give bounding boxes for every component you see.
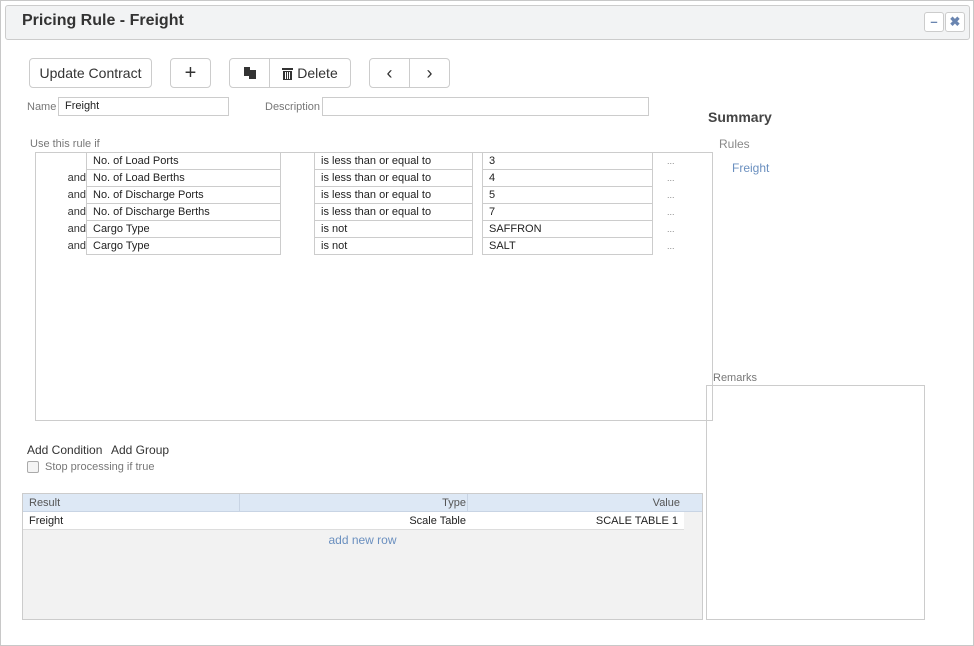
stop-processing-checkbox[interactable] bbox=[27, 461, 39, 473]
window-header bbox=[5, 5, 970, 40]
stop-processing-label: Stop processing if true bbox=[45, 461, 155, 473]
close-button[interactable]: ✖ bbox=[945, 12, 965, 32]
table-row[interactable]: Freight Scale Table SCALE TABLE 1 bbox=[23, 512, 684, 530]
window-title: Pricing Rule - Freight bbox=[22, 12, 184, 29]
condition-field[interactable]: Cargo Type bbox=[86, 237, 281, 255]
update-contract-button[interactable]: Update Contract bbox=[29, 58, 152, 88]
conjunction: and bbox=[67, 240, 86, 252]
next-button[interactable]: › bbox=[410, 59, 449, 87]
name-label: Name bbox=[27, 101, 57, 113]
type-cell: Scale Table bbox=[409, 515, 466, 527]
result-cell: Freight bbox=[29, 515, 64, 527]
add-button[interactable]: + bbox=[170, 58, 211, 88]
condition-operator[interactable]: is less than or equal to bbox=[314, 186, 473, 204]
delete-label: Delete bbox=[297, 65, 338, 81]
copy-button[interactable] bbox=[230, 59, 270, 87]
condition-operator[interactable]: is not bbox=[314, 237, 473, 255]
minimize-button[interactable]: – bbox=[924, 12, 944, 32]
conjunction: and bbox=[67, 223, 86, 235]
col-header-type[interactable]: Type bbox=[442, 497, 466, 509]
condition-value[interactable]: 7 bbox=[482, 203, 653, 221]
conjunction: and bbox=[67, 172, 86, 184]
condition-value[interactable]: 3 bbox=[482, 152, 653, 170]
results-grid: Result Type Value Freight Scale Table SC… bbox=[22, 493, 703, 620]
copy-delete-group: Delete bbox=[229, 58, 351, 88]
condition-field[interactable]: No. of Discharge Ports bbox=[86, 186, 281, 204]
remarks-textarea[interactable] bbox=[706, 385, 925, 620]
nav-group: ‹ › bbox=[369, 58, 450, 88]
description-label: Description bbox=[265, 101, 321, 113]
prev-button[interactable]: ‹ bbox=[370, 59, 410, 87]
add-condition-link[interactable]: Add Condition bbox=[27, 443, 103, 457]
delete-button[interactable]: Delete bbox=[270, 59, 350, 87]
condition-more-button[interactable]: ... bbox=[667, 190, 675, 200]
condition-field[interactable]: No. of Load Ports bbox=[86, 152, 281, 170]
rules-label: Rules bbox=[719, 137, 750, 151]
condition-operator[interactable]: is not bbox=[314, 220, 473, 238]
name-input[interactable]: Freight bbox=[58, 97, 229, 116]
condition-value[interactable]: SAFFRON bbox=[482, 220, 653, 238]
condition-more-button[interactable]: ... bbox=[667, 241, 675, 251]
add-new-row-link[interactable]: add new row bbox=[328, 533, 397, 547]
condition-field[interactable]: No. of Discharge Berths bbox=[86, 203, 281, 221]
conditions-label: Use this rule if bbox=[30, 138, 100, 150]
chevron-right-icon: › bbox=[426, 62, 433, 83]
conjunction: and bbox=[67, 206, 86, 218]
condition-value[interactable]: 4 bbox=[482, 169, 653, 187]
copy-icon bbox=[243, 67, 256, 79]
col-header-value[interactable]: Value bbox=[652, 497, 680, 509]
condition-value[interactable]: SALT bbox=[482, 237, 653, 255]
summary-title: Summary bbox=[708, 109, 772, 125]
trash-icon bbox=[282, 67, 294, 80]
value-cell: SCALE TABLE 1 bbox=[595, 515, 678, 527]
condition-more-button[interactable]: ... bbox=[667, 173, 675, 183]
condition-field[interactable]: Cargo Type bbox=[86, 220, 281, 238]
condition-operator[interactable]: is less than or equal to bbox=[314, 152, 473, 170]
condition-more-button[interactable]: ... bbox=[667, 207, 675, 217]
remarks-label: Remarks bbox=[713, 372, 758, 384]
plus-icon: + bbox=[184, 61, 197, 84]
close-icon: ✖ bbox=[949, 14, 961, 29]
chevron-left-icon: ‹ bbox=[386, 62, 393, 83]
condition-operator[interactable]: is less than or equal to bbox=[314, 203, 473, 221]
condition-more-button[interactable]: ... bbox=[667, 224, 675, 234]
condition-field[interactable]: No. of Load Berths bbox=[86, 169, 281, 187]
minus-icon: – bbox=[930, 14, 938, 29]
add-group-link[interactable]: Add Group bbox=[111, 443, 170, 457]
summary-rule-link[interactable]: Freight bbox=[732, 161, 770, 175]
condition-value[interactable]: 5 bbox=[482, 186, 653, 204]
col-header-result[interactable]: Result bbox=[29, 497, 61, 509]
condition-more-button[interactable]: ... bbox=[667, 156, 675, 166]
description-input[interactable] bbox=[322, 97, 649, 116]
condition-operator[interactable]: is less than or equal to bbox=[314, 169, 473, 187]
conjunction: and bbox=[67, 189, 86, 201]
